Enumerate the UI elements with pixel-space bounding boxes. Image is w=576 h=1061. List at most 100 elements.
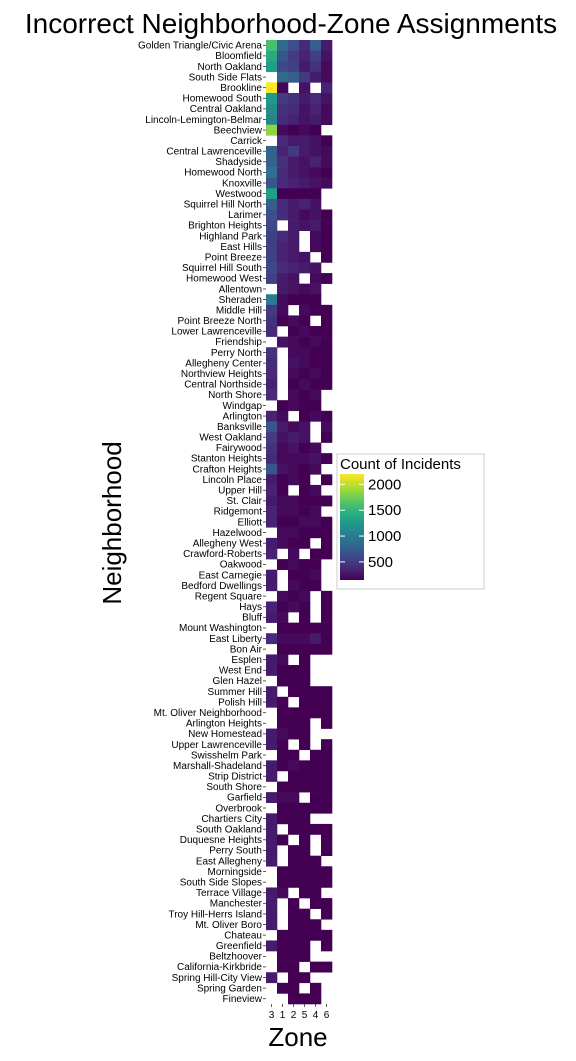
heatmap-cell bbox=[321, 929, 333, 941]
heatmap-cell bbox=[310, 633, 322, 645]
heatmap-cell bbox=[321, 961, 333, 973]
heatmap-cell bbox=[321, 453, 333, 465]
heatmap-cell bbox=[288, 993, 300, 1005]
heatmap-cell bbox=[321, 220, 333, 231]
heatmap-cell bbox=[299, 855, 311, 867]
heatmap-cell bbox=[266, 633, 278, 645]
heatmap-cell bbox=[310, 887, 322, 899]
heatmap-cell bbox=[310, 220, 322, 231]
heatmap-cell bbox=[310, 442, 322, 454]
y-tick-label: Central Northside bbox=[184, 380, 262, 391]
heatmap-cell bbox=[277, 421, 289, 433]
y-tick-label: Homewood West bbox=[186, 274, 262, 285]
heatmap-cell bbox=[266, 760, 278, 772]
heatmap-cell bbox=[266, 484, 278, 496]
heatmap-cell bbox=[310, 770, 322, 782]
heatmap-cell bbox=[277, 590, 289, 602]
heatmap-cell bbox=[310, 61, 322, 73]
heatmap-cell bbox=[299, 845, 311, 856]
heatmap-cell bbox=[277, 506, 289, 517]
heatmap-cell bbox=[299, 220, 311, 231]
heatmap-cell bbox=[288, 273, 300, 284]
y-tick-label: Strip District bbox=[208, 772, 262, 783]
heatmap-cell bbox=[310, 866, 322, 878]
y-axis-label: Neighborhood bbox=[97, 441, 127, 604]
y-tick-label: Garfield bbox=[227, 793, 262, 804]
heatmap-cell bbox=[266, 209, 278, 221]
heatmap-cell bbox=[277, 792, 289, 804]
heatmap-cell bbox=[288, 347, 300, 359]
heatmap-cell bbox=[299, 590, 311, 602]
heatmap-cell bbox=[277, 559, 289, 570]
heatmap-cell bbox=[310, 135, 322, 147]
heatmap-cell bbox=[288, 898, 300, 909]
heatmap-cell bbox=[266, 304, 278, 316]
heatmap-cell bbox=[299, 50, 311, 62]
y-tick-label: Central Oakland bbox=[190, 104, 262, 115]
y-tick-label: Ridgemont bbox=[214, 507, 263, 518]
heatmap-cell bbox=[288, 527, 300, 539]
heatmap-cell bbox=[321, 230, 333, 242]
heatmap-cell bbox=[288, 71, 300, 83]
heatmap-cell bbox=[321, 304, 333, 316]
heatmap-cell bbox=[299, 400, 311, 412]
heatmap-cell bbox=[288, 156, 300, 168]
y-tick-label: South Side Slopes bbox=[180, 877, 262, 888]
heatmap-cell bbox=[266, 845, 278, 856]
heatmap-cell bbox=[288, 50, 300, 62]
heatmap-cell bbox=[266, 230, 278, 242]
y-tick-label: South Oakland bbox=[196, 825, 262, 836]
heatmap-cell bbox=[321, 114, 333, 126]
heatmap-cell bbox=[266, 82, 278, 94]
heatmap-cell bbox=[288, 198, 300, 210]
heatmap-cell bbox=[310, 453, 322, 465]
heatmap-cell bbox=[277, 612, 289, 623]
heatmap-cell bbox=[266, 516, 278, 528]
heatmap-cell bbox=[288, 294, 300, 306]
heatmap-cell bbox=[299, 823, 311, 835]
heatmap-cell bbox=[266, 919, 278, 931]
y-tick-label: Regent Square bbox=[195, 591, 263, 602]
heatmap-cell bbox=[299, 717, 311, 729]
heatmap-cell bbox=[288, 357, 300, 369]
y-tick-label: Crawford-Roberts bbox=[183, 549, 262, 560]
heatmap-cell bbox=[310, 495, 322, 507]
heatmap-cell bbox=[277, 188, 289, 200]
heatmap-cell bbox=[288, 675, 300, 687]
y-tick-label: Windgap bbox=[223, 401, 263, 412]
heatmap-cell bbox=[321, 326, 333, 337]
heatmap-cell bbox=[310, 347, 322, 359]
heatmap-cell bbox=[299, 929, 311, 941]
y-tick-label: Duquesne Heights bbox=[180, 835, 262, 846]
heatmap-cell bbox=[277, 929, 289, 941]
heatmap-cell bbox=[277, 431, 289, 443]
heatmap-cell bbox=[299, 559, 311, 570]
heatmap-cell bbox=[277, 336, 289, 348]
heatmap-cell bbox=[310, 389, 322, 401]
heatmap-cell bbox=[266, 739, 278, 751]
y-tick-label: Brighton Heights bbox=[188, 221, 262, 232]
heatmap-cell bbox=[299, 495, 311, 507]
y-tick-label: Upper Lawrenceville bbox=[171, 740, 262, 751]
heatmap-cell bbox=[288, 114, 300, 126]
heatmap-cell bbox=[299, 177, 311, 189]
heatmap-cell bbox=[266, 156, 278, 168]
heatmap-cell bbox=[310, 781, 322, 793]
heatmap-cell bbox=[288, 823, 300, 835]
heatmap-cell bbox=[299, 527, 311, 539]
heatmap-cell bbox=[299, 357, 311, 369]
heatmap-cell bbox=[266, 315, 278, 327]
y-tick-label: East Allegheny bbox=[196, 856, 262, 867]
heatmap-cell bbox=[266, 898, 278, 909]
y-tick-label: Morningside bbox=[208, 867, 263, 878]
y-tick-label: West Oakland bbox=[199, 433, 262, 444]
heatmap-cell bbox=[266, 506, 278, 517]
heatmap-cell bbox=[310, 357, 322, 369]
heatmap-cell bbox=[266, 813, 278, 825]
heatmap-cell bbox=[277, 474, 289, 486]
heatmap-cell bbox=[299, 940, 311, 952]
heatmap-cell bbox=[266, 887, 278, 899]
heatmap-cell bbox=[277, 834, 289, 846]
heatmap-cell bbox=[266, 665, 278, 676]
